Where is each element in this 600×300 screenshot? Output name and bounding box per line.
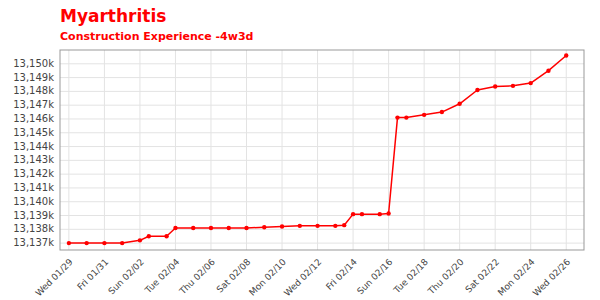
axes: 13,137k 13,138k 13,139k 13,140k 13,141k 13,14… — [13, 50, 584, 298]
grid — [60, 50, 584, 250]
point — [457, 102, 461, 106]
x-tick-label: Wed 02/12 — [282, 257, 323, 298]
y-grid-line — [60, 174, 584, 175]
y-tick-label: 13,138k — [13, 223, 54, 234]
point — [493, 84, 497, 88]
point — [298, 224, 302, 228]
y-grid-line — [60, 187, 584, 188]
x-grid-line — [175, 50, 176, 250]
y-grid-line — [60, 118, 584, 119]
x-tick-label: Sat 02/08 — [215, 257, 253, 295]
point — [244, 226, 248, 230]
point — [227, 226, 231, 230]
point — [378, 212, 382, 216]
point — [386, 211, 390, 215]
plot-frame — [60, 50, 584, 250]
point — [147, 234, 151, 238]
y-grid-line — [60, 160, 584, 161]
point — [164, 234, 168, 238]
y-grid-line — [60, 201, 584, 202]
x-grid-line — [246, 50, 247, 250]
point — [351, 212, 355, 216]
x-tick-label: Thu 02/06 — [177, 257, 217, 297]
point — [315, 224, 319, 228]
y-tick-label: 13,143k — [13, 154, 54, 165]
x-grid-line — [317, 50, 318, 250]
x-grid-line — [353, 50, 354, 250]
x-tick-label: Tue 02/18 — [391, 257, 430, 296]
point — [138, 238, 142, 242]
x-tick-label: Sun 02/02 — [106, 257, 146, 297]
point — [395, 115, 399, 119]
y-grid-line — [60, 91, 584, 92]
x-grid-line — [104, 50, 105, 250]
y-grid-line — [60, 146, 584, 147]
x-tick-label: Tue 02/04 — [142, 257, 181, 296]
point — [262, 225, 266, 229]
x-grid-line — [282, 50, 283, 250]
x-tick-label: Wed 02/26 — [531, 257, 573, 299]
y-grid-line — [60, 105, 584, 106]
y-tick-label: 13,148k — [13, 85, 54, 96]
y-tick-label: 13,146k — [13, 113, 54, 124]
point — [564, 53, 568, 57]
x-grid-line — [530, 50, 531, 250]
y-grid-line — [60, 63, 584, 64]
y-tick-label: 13,140k — [13, 196, 54, 207]
y-tick-label: 13,144k — [13, 141, 54, 152]
point — [84, 241, 88, 245]
x-grid-line — [424, 50, 425, 250]
title: Myarthritis — [60, 6, 166, 26]
y-grid-line — [60, 132, 584, 133]
x-tick-label: Thu 02/20 — [426, 257, 466, 297]
point — [422, 113, 426, 117]
y-grid-line — [60, 215, 584, 216]
point — [191, 226, 195, 230]
y-tick-label: 13,145k — [13, 127, 54, 138]
y-tick-label: 13,142k — [13, 168, 54, 179]
chart-svg: Myarthritis Construction Experience -4w3d… — [0, 0, 600, 300]
y-tick-label: 13,137k — [13, 237, 54, 248]
subtitle: Construction Experience -4w3d — [60, 30, 253, 43]
point — [120, 241, 124, 245]
x-grid-line — [388, 50, 389, 250]
series — [67, 53, 569, 245]
chart-container: Myarthritis Construction Experience -4w3d… — [0, 0, 600, 300]
x-grid-line — [495, 50, 496, 250]
y-grid-line — [60, 77, 584, 78]
y-tick-label: 13,139k — [13, 210, 54, 221]
x-grid-line — [68, 50, 69, 250]
y-tick-label: 13,149k — [13, 72, 54, 83]
point — [173, 226, 177, 230]
point — [529, 81, 533, 85]
point — [360, 212, 364, 216]
y-tick-label: 13,150k — [13, 58, 54, 69]
x-grid-line — [459, 50, 460, 250]
point — [511, 84, 515, 88]
point — [404, 115, 408, 119]
x-tick-label: Fri 02/14 — [324, 257, 359, 292]
x-grid-line — [566, 50, 567, 250]
point — [342, 223, 346, 227]
y-tick-label: 13,141k — [13, 182, 54, 193]
point — [102, 241, 106, 245]
x-grid-line — [139, 50, 140, 250]
point — [440, 110, 444, 114]
point — [209, 226, 213, 230]
point — [280, 224, 284, 228]
x-tick-label: Fri 01/31 — [75, 257, 110, 292]
y-grid-line — [60, 229, 584, 230]
point — [546, 68, 550, 72]
y-grid-line — [60, 243, 584, 244]
x-tick-label: Sun 02/16 — [355, 257, 395, 297]
line — [69, 56, 566, 244]
point — [475, 88, 479, 92]
x-tick-label: Sat 02/22 — [463, 257, 501, 295]
x-grid-line — [210, 50, 211, 250]
point — [333, 224, 337, 228]
point — [67, 241, 71, 245]
y-tick-label: 13,147k — [13, 99, 54, 110]
x-tick-label: Wed 01/29 — [34, 257, 76, 299]
